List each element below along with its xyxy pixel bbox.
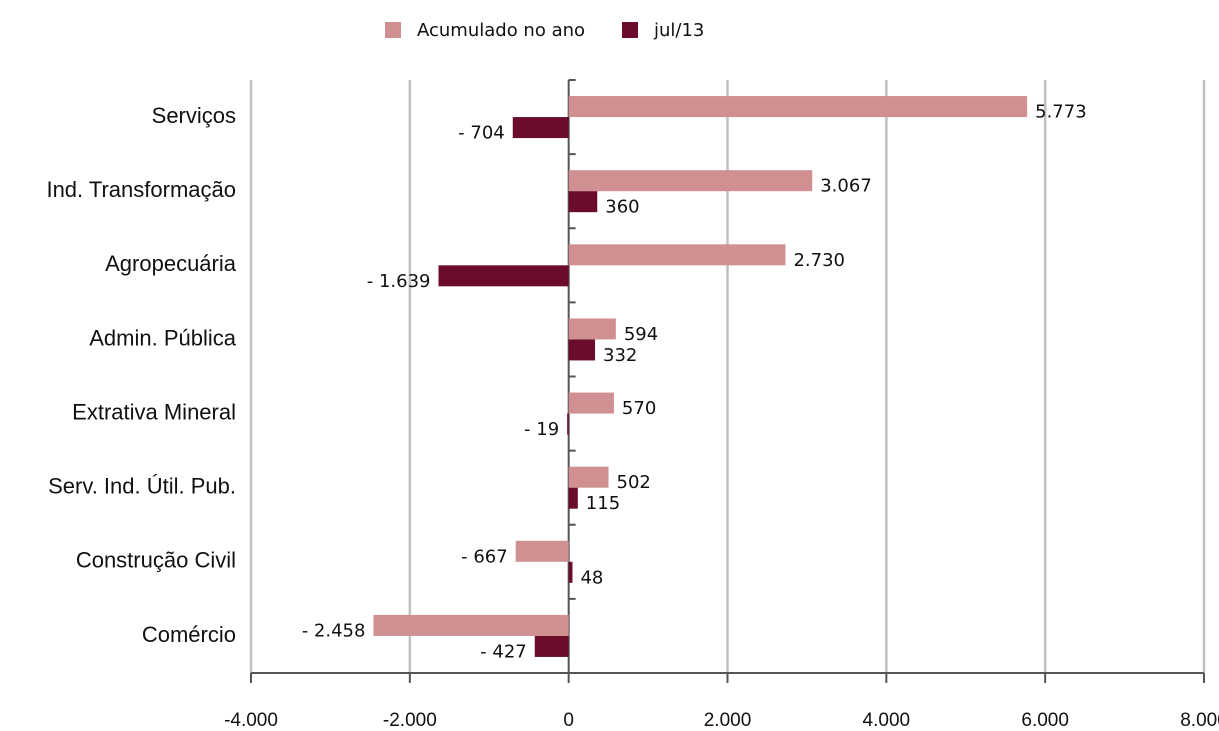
data-label: - 1.639 xyxy=(367,271,431,292)
x-tick-label: -2.000 xyxy=(383,710,437,731)
legend-label: Acumulado no ano xyxy=(417,20,585,41)
data-label: 48 xyxy=(580,567,603,588)
x-tick-label: 0 xyxy=(563,710,574,731)
data-label: 2.730 xyxy=(793,250,845,271)
data-label: 332 xyxy=(603,345,637,366)
data-label: 360 xyxy=(605,197,639,218)
bar xyxy=(515,540,569,562)
data-label: 5.773 xyxy=(1035,102,1087,123)
x-tick-label: 4.000 xyxy=(863,710,911,731)
x-tick-label: 6.000 xyxy=(1021,710,1069,731)
legend-swatch xyxy=(385,22,401,38)
legend-swatch xyxy=(622,22,638,38)
data-label: 570 xyxy=(622,398,656,419)
y-tick-label: Ind. Transformação xyxy=(46,177,236,202)
bar xyxy=(568,191,598,213)
y-tick-label: Admin. Pública xyxy=(89,325,237,350)
y-tick-label: Extrativa Mineral xyxy=(72,399,236,424)
bar xyxy=(568,339,596,361)
legend-label: jul/13 xyxy=(653,20,704,41)
bar xyxy=(512,117,569,139)
data-label: - 19 xyxy=(524,419,559,440)
y-tick-label: Construção Civil xyxy=(76,548,236,573)
bar xyxy=(568,466,609,488)
bar xyxy=(568,244,786,266)
bar xyxy=(373,614,569,636)
data-label: 594 xyxy=(624,324,658,345)
x-tick-label: 2.000 xyxy=(704,710,752,731)
y-tick-label: Serviços xyxy=(152,103,236,128)
data-label: 3.067 xyxy=(820,176,872,197)
bar xyxy=(568,318,616,340)
data-label: - 704 xyxy=(458,123,505,144)
x-tick-label: -4.000 xyxy=(224,710,278,731)
bar xyxy=(568,392,614,414)
data-label: - 667 xyxy=(461,546,508,567)
bar xyxy=(568,96,1028,118)
data-label: - 2.458 xyxy=(302,620,366,641)
data-label: - 427 xyxy=(480,641,527,662)
bar xyxy=(568,487,578,509)
x-tick-label: 8.000 xyxy=(1180,710,1219,731)
bar xyxy=(534,635,569,657)
data-label: 502 xyxy=(617,472,651,493)
y-tick-label: Serv. Ind. Útil. Pub. xyxy=(48,474,236,499)
bar xyxy=(438,265,569,287)
data-label: 115 xyxy=(586,493,620,514)
bar xyxy=(567,413,569,435)
bar xyxy=(568,170,813,192)
bar xyxy=(568,561,573,583)
y-tick-label: Agropecuária xyxy=(105,251,237,276)
y-tick-label: Comércio xyxy=(142,622,236,647)
